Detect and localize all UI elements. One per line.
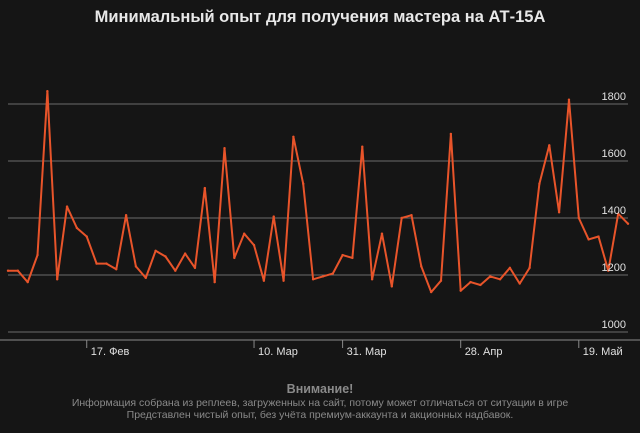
data-point: [262, 279, 266, 282]
data-point: [46, 89, 49, 93]
data-point: [193, 266, 197, 270]
y-tick-label: 1200: [602, 262, 626, 274]
data-point: [587, 238, 590, 241]
data-point: [213, 280, 216, 284]
data-point: [56, 278, 59, 281]
data-point: [95, 262, 98, 265]
data-point: [597, 235, 600, 238]
data-point: [361, 145, 364, 148]
data-point: [341, 253, 344, 257]
data-point: [223, 146, 226, 150]
data-point: [183, 252, 187, 255]
data-point: [242, 232, 246, 235]
data-point: [26, 280, 29, 284]
data-point: [351, 256, 354, 260]
data-point: [154, 249, 157, 252]
data-point: [479, 283, 482, 287]
chart-title: Минимальный опыт для получения мастера н…: [94, 8, 546, 26]
data-point: [331, 272, 334, 275]
footnote-line-2: Представлен чистый опыт, без учёта преми…: [126, 409, 514, 421]
data-point: [459, 289, 462, 292]
data-point: [203, 186, 207, 190]
data-point: [616, 212, 620, 215]
data-point: [498, 278, 502, 281]
x-tick-label: 28. Апр: [465, 346, 503, 358]
data-point: [164, 255, 167, 258]
footnote: Внимание! Информация собрана из реплеев,…: [0, 382, 640, 421]
data-point: [174, 269, 177, 272]
data-point: [567, 98, 571, 101]
y-axis-labels: 1000 1200 1400 1600 1800: [602, 91, 626, 331]
data-point: [538, 182, 541, 185]
data-point: [144, 276, 147, 280]
data-point: [292, 135, 295, 138]
data-point: [607, 269, 610, 272]
data-point: [410, 213, 413, 217]
data-point: [577, 216, 580, 220]
data-point: [557, 211, 561, 214]
data-point: [439, 279, 443, 282]
series-layer: [6, 89, 630, 294]
data-point: [6, 269, 10, 272]
data-point: [518, 282, 521, 285]
footnote-heading: Внимание!: [286, 382, 354, 396]
data-point: [311, 278, 315, 281]
data-point: [400, 216, 403, 220]
y-tick-label: 1000: [602, 319, 626, 331]
x-tick-label: 17. Фев: [91, 346, 130, 358]
data-point: [449, 132, 453, 136]
data-point: [124, 213, 128, 217]
data-point: [508, 266, 512, 270]
x-axis: [0, 339, 640, 348]
data-point: [134, 265, 138, 268]
data-point: [489, 275, 492, 278]
data-point: [105, 262, 108, 265]
data-point: [626, 222, 630, 225]
x-tick-label: 10. Мар: [258, 346, 298, 358]
y-tick-label: 1800: [602, 91, 626, 103]
data-point: [282, 279, 285, 282]
data-point: [528, 266, 531, 270]
x-tick-label: 31. Мар: [347, 346, 387, 358]
y-tick-label: 1400: [602, 205, 626, 217]
data-point: [65, 205, 69, 208]
data-point: [115, 268, 118, 271]
x-tick-label: 19. Май: [583, 346, 623, 358]
data-point: [380, 232, 384, 235]
data-point: [469, 280, 472, 284]
data-point: [252, 243, 256, 247]
data-point: [370, 278, 374, 281]
data-point: [390, 285, 394, 288]
series-line: [7, 90, 629, 294]
data-point: [85, 235, 88, 238]
data-point: [272, 215, 275, 218]
data-point: [548, 144, 551, 147]
data-point: [16, 269, 20, 272]
data-point: [36, 253, 39, 257]
data-point: [321, 275, 325, 278]
data-point: [420, 265, 423, 268]
data-point: [429, 290, 433, 294]
data-point: [75, 226, 79, 230]
grid-lines: [8, 103, 628, 333]
footnote-line-1: Информация собрана из реплеев, загруженн…: [71, 397, 569, 409]
data-point: [302, 182, 305, 185]
data-point: [233, 256, 236, 260]
y-tick-label: 1600: [602, 148, 626, 160]
